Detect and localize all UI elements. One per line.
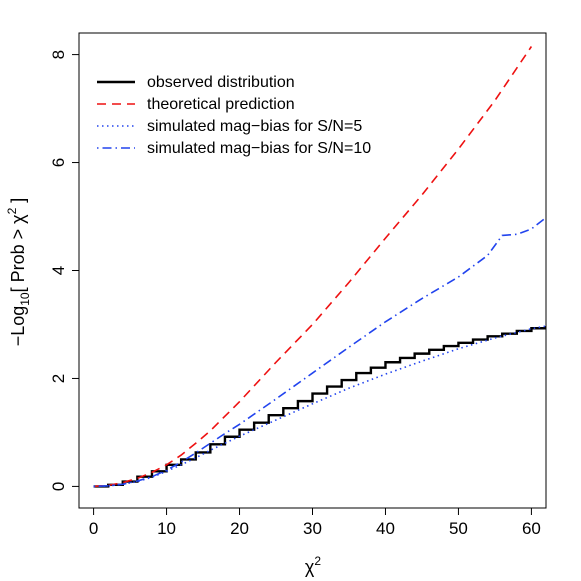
y-tick-label: 4 bbox=[49, 266, 68, 275]
legend-label-2: simulated mag−bias for S/N=5 bbox=[147, 118, 362, 135]
legend-label-0: observed distribution bbox=[147, 74, 295, 91]
x-tick-label: 60 bbox=[522, 519, 541, 538]
x-axis-title: χ2 bbox=[305, 554, 321, 577]
series-line-2 bbox=[93, 325, 546, 488]
legend-label-1: theoretical prediction bbox=[147, 96, 295, 113]
x-tick-label: 10 bbox=[157, 519, 176, 538]
y-tick-label: 0 bbox=[49, 482, 68, 491]
y-tick-label: 6 bbox=[49, 158, 68, 167]
series-line-3 bbox=[93, 216, 546, 488]
x-axis: 0 10 20 30 40 50 60 bbox=[89, 508, 541, 538]
series-line-1 bbox=[93, 46, 533, 488]
legend: observed distribution theoretical predict… bbox=[97, 74, 371, 157]
y-axis-title: −Log10[ Prob > χ2 ] bbox=[5, 198, 32, 347]
y-tick-label: 2 bbox=[49, 374, 68, 383]
series-layer bbox=[93, 46, 546, 488]
y-axis: 0 2 4 6 8 bbox=[49, 50, 79, 491]
y-tick-label: 8 bbox=[49, 50, 68, 59]
x-tick-label: 50 bbox=[449, 519, 468, 538]
legend-label-3: simulated mag−bias for S/N=10 bbox=[147, 140, 371, 157]
x-tick-label: 30 bbox=[303, 519, 322, 538]
series-line-0 bbox=[93, 326, 546, 488]
x-tick-label: 0 bbox=[89, 519, 98, 538]
x-tick-label: 20 bbox=[230, 519, 249, 538]
x-tick-label: 40 bbox=[376, 519, 395, 538]
